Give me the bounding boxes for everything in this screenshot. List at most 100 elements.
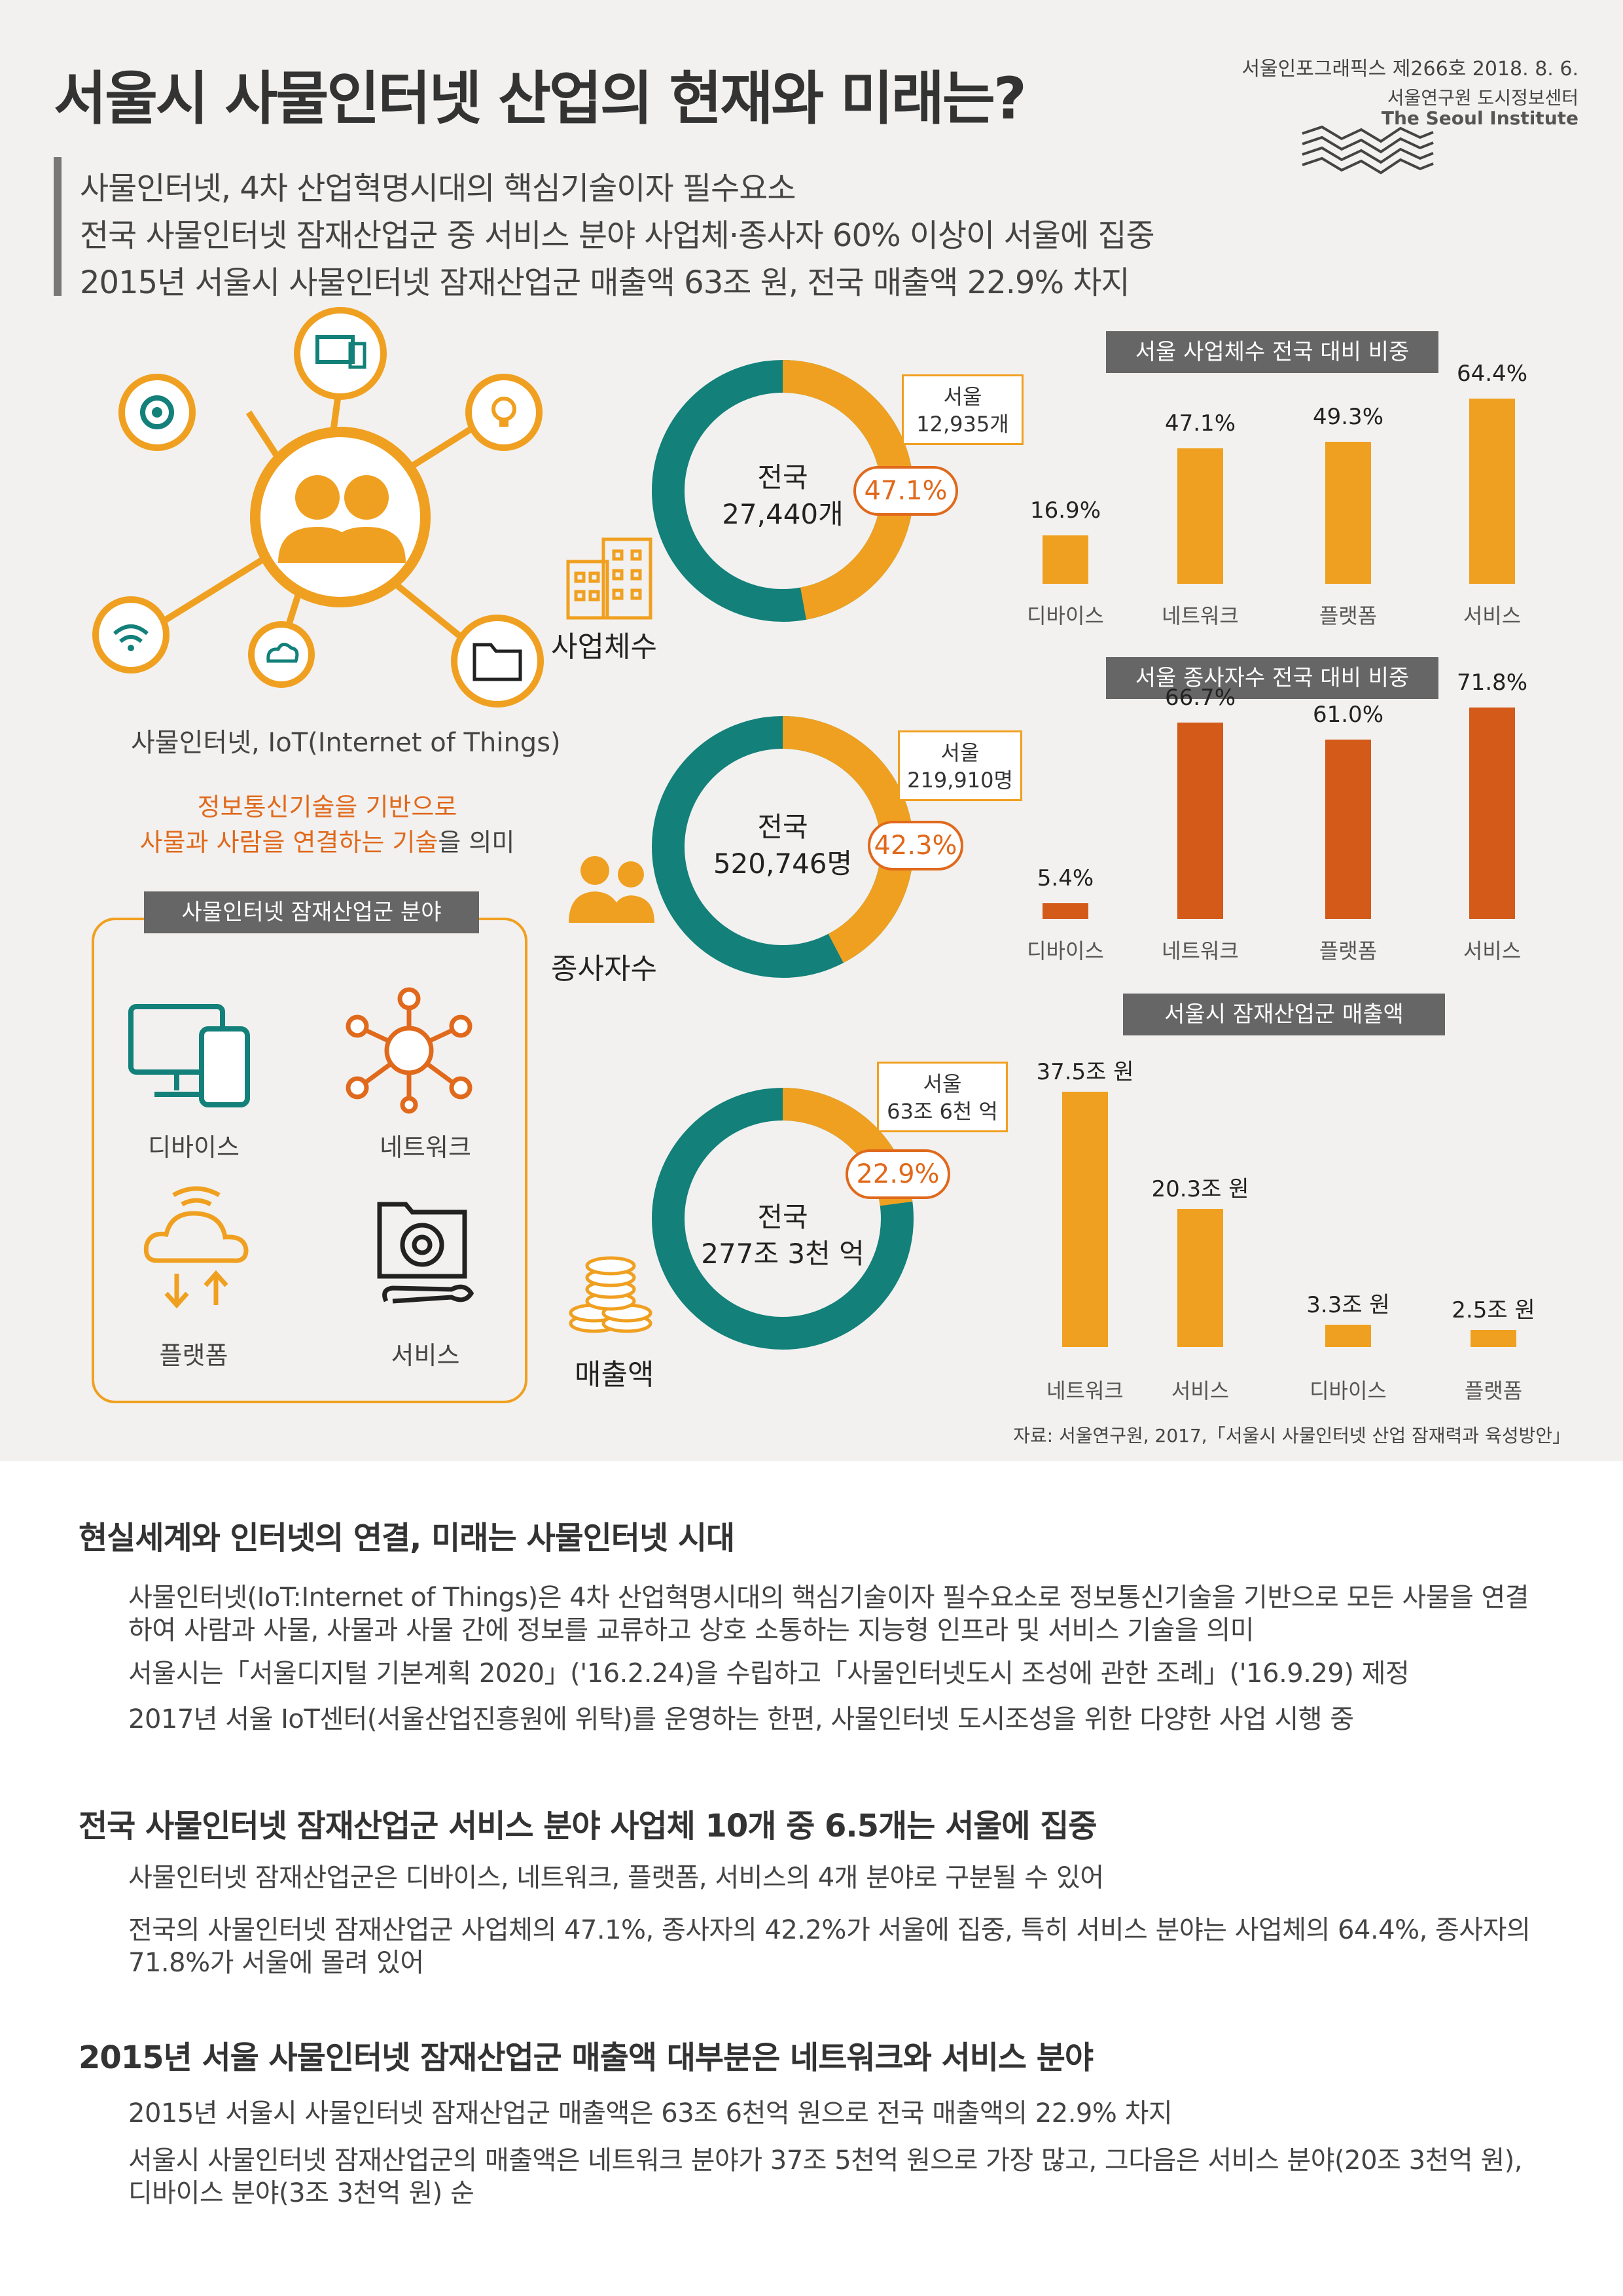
source-note: 자료: 서울연구원, 2017,「서울시 사물인터넷 산업 잠재력과 육성방안」 — [1013, 1425, 1571, 1446]
section-2-para-2: 전국의 사물인터넷 잠재산업군 사업체의 47.1%, 종사자의 42.2%가 … — [128, 1915, 1531, 1978]
chart-0-bar-0 — [1043, 535, 1088, 584]
area-network-label: 네트워크 — [380, 1133, 471, 1162]
donut-business-center-label: 전국 — [757, 461, 808, 493]
chart-1-value-label-0: 5.4% — [1037, 865, 1094, 891]
chart-1-bar-2 — [1325, 739, 1371, 919]
chart-2-value-label-2: 3.3조 원 — [1306, 1291, 1390, 1318]
section-3-para-2: 서울시 사물인터넷 잠재산업군의 매출액은 네트워크 분야가 37조 5천억 원… — [128, 2145, 1522, 2208]
area-device-label: 디바이스 — [148, 1133, 240, 1162]
chart-0-value-label-3: 64.4% — [1456, 360, 1527, 387]
donut-workers-label: 종사자수 — [551, 952, 657, 986]
chart-workers-title: 서울 종사자수 전국 대비 비중 — [1106, 657, 1438, 699]
chart-2-category-label-2: 디바이스 — [1310, 1378, 1387, 1403]
donut-business-center-value: 27,440개 — [722, 498, 844, 530]
coins-icon — [569, 1256, 652, 1333]
chart-0-category-label-2: 플랫폼 — [1319, 603, 1378, 628]
chart-0-value-label-2: 49.3% — [1312, 404, 1383, 431]
gear-node-icon — [118, 374, 196, 451]
chart-0-value-label-1: 47.1% — [1164, 410, 1236, 437]
iot-hub-diagram — [92, 307, 544, 708]
subtitle-accent — [54, 157, 62, 296]
chart-2-value-label-1: 20.3조 원 — [1151, 1175, 1249, 1202]
chart-2-value-label-3: 2.5조 원 — [1452, 1297, 1535, 1323]
chart-0-value-label-0: 16.9% — [1029, 497, 1101, 524]
chart-0-category-label-1: 네트워크 — [1162, 603, 1239, 628]
section-1-heading: 현실세계와 인터넷의 연결, 미래는 사물인터넷 시대 — [79, 1520, 735, 1556]
donut-business-callout: 서울 12,935개 — [902, 374, 1024, 445]
chart-0-bar-3 — [1469, 398, 1515, 584]
chart-1-category-label-0: 디바이스 — [1027, 939, 1104, 963]
chart-0-bar-2 — [1325, 442, 1371, 584]
text-panel — [0, 1461, 1623, 2296]
donut-sales-callout-label: 서울 — [923, 1071, 962, 1096]
donut-sales-pct: 22.9% — [846, 1149, 950, 1199]
donut-business-pct: 47.1% — [853, 466, 958, 516]
donut-workers-center-value: 520,746명 — [713, 848, 853, 880]
chart-0-category-label-3: 서비스 — [1463, 603, 1522, 628]
network-area-icon — [346, 987, 473, 1114]
chart-2-bar-1 — [1177, 1208, 1223, 1347]
donut-workers-callout-value: 219,910명 — [907, 768, 1013, 793]
chart-2-category-label-0: 네트워크 — [1046, 1378, 1124, 1403]
chart-1-bar-0 — [1043, 903, 1088, 919]
chart-0-category-label-0: 디바이스 — [1027, 603, 1104, 628]
subtitle-3: 2015년 서울시 사물인터넷 잠재산업군 매출액 63조 원, 전국 매출액 … — [80, 264, 1130, 301]
section-1-para-3: 2017년 서울 IoT센터(서울산업진흥원에 위탁)를 운영하는 한편, 사물… — [128, 1704, 1354, 1734]
buildings-icon — [566, 537, 652, 620]
iot-definition-rest: 을 의미 — [438, 828, 515, 857]
chart-1-value-label-3: 71.8% — [1456, 669, 1527, 696]
chart-1-bar-1 — [1177, 722, 1223, 919]
areas-title: 사물인터넷 잠재산업군 분야 — [144, 891, 479, 933]
wifi-node-icon — [92, 596, 169, 673]
area-service-label: 서비스 — [391, 1341, 460, 1370]
donut-sales-label: 매출액 — [575, 1358, 654, 1391]
lightbulb-node-icon — [465, 374, 543, 451]
org-name-ko: 서울연구원 도시정보센터 — [1387, 87, 1578, 109]
iot-definition-line1: 정보통신기술을 기반으로 — [197, 793, 457, 821]
institute-logo — [1302, 125, 1434, 175]
iot-caption: 사물인터넷, IoT(Internet of Things) — [131, 728, 561, 758]
donut-business-callout-value: 12,935개 — [916, 412, 1009, 437]
donut-workers-callout-label: 서울 — [940, 740, 980, 765]
section-1-para-2: 서울시는「서울디지털 기본계획 2020」('16.2.24)을 수립하고「사물… — [128, 1659, 1410, 1689]
org-name-en: The Seoul Institute — [1381, 107, 1578, 129]
donut-business-center: 전국 27,440개 — [698, 459, 868, 533]
chart-2-bar-2 — [1325, 1324, 1371, 1347]
folder-node-icon — [451, 615, 544, 708]
section-2-para-1: 사물인터넷 잠재산업군은 디바이스, 네트워크, 플랫폼, 서비스의 4개 분야… — [128, 1863, 1104, 1893]
chart-1-bar-3 — [1469, 707, 1515, 919]
section-2-heading: 전국 사물인터넷 잠재산업군 서비스 분야 사업체 10개 중 6.5개는 서울… — [79, 1808, 1097, 1844]
chart-sales-title: 서울시 잠재산업군 매출액 — [1123, 994, 1445, 1035]
donut-sales-center-label: 전국 — [757, 1201, 808, 1233]
issue-info: 서울인포그래픽스 제266호 2018. 8. 6. — [1241, 58, 1578, 81]
device-area-icon — [128, 1004, 250, 1107]
donut-workers-pct: 42.3% — [868, 821, 963, 870]
donut-sales-center-value: 277조 3천 억 — [701, 1238, 865, 1270]
section-3-para-1: 2015년 서울시 사물인터넷 잠재산업군 매출액은 63조 6천억 원으로 전… — [128, 2098, 1173, 2128]
donut-sales-seoul-arc — [652, 1088, 914, 1350]
chart-2-category-label-3: 플랫폼 — [1464, 1378, 1523, 1403]
iot-definition: 정보통신기술을 기반으로 사물과 사람을 연결하는 기술을 의미 — [111, 789, 543, 860]
chart-1-category-label-3: 서비스 — [1463, 939, 1522, 963]
subtitle-1: 사물인터넷, 4차 산업혁명시대의 핵심기술이자 필수요소 — [80, 170, 796, 207]
chart-0-bar-1 — [1177, 448, 1223, 584]
chart-1-value-label-2: 61.0% — [1312, 701, 1383, 728]
donut-workers-center: 전국 520,746명 — [685, 809, 881, 882]
chart-2-category-label-1: 서비스 — [1171, 1378, 1230, 1403]
donut-sales-callout: 서울 63조 6천 억 — [877, 1062, 1008, 1132]
donut-workers-callout: 서울 219,910명 — [898, 730, 1022, 801]
chart-1-category-label-2: 플랫폼 — [1319, 939, 1378, 963]
service-area-icon — [377, 1202, 474, 1304]
chart-2-bar-3 — [1471, 1330, 1516, 1347]
subtitle-2: 전국 사물인터넷 잠재산업군 중 서비스 분야 사업체·종사자 60% 이상이 … — [80, 217, 1155, 254]
donut-sales-callout-value: 63조 6천 억 — [887, 1099, 998, 1124]
donut-business-label: 사업체수 — [551, 630, 657, 664]
chart-1-category-label-1: 네트워크 — [1162, 939, 1239, 963]
chart-business-title: 서울 사업체수 전국 대비 비중 — [1106, 331, 1438, 373]
devices-node-icon — [294, 307, 387, 400]
platform-area-icon — [143, 1186, 249, 1309]
page-title: 서울시 사물인터넷 산업의 현재와 미래는? — [54, 65, 1027, 132]
area-platform-label: 플랫폼 — [159, 1341, 228, 1370]
workers-icon — [569, 856, 654, 923]
people-icon — [278, 475, 406, 563]
